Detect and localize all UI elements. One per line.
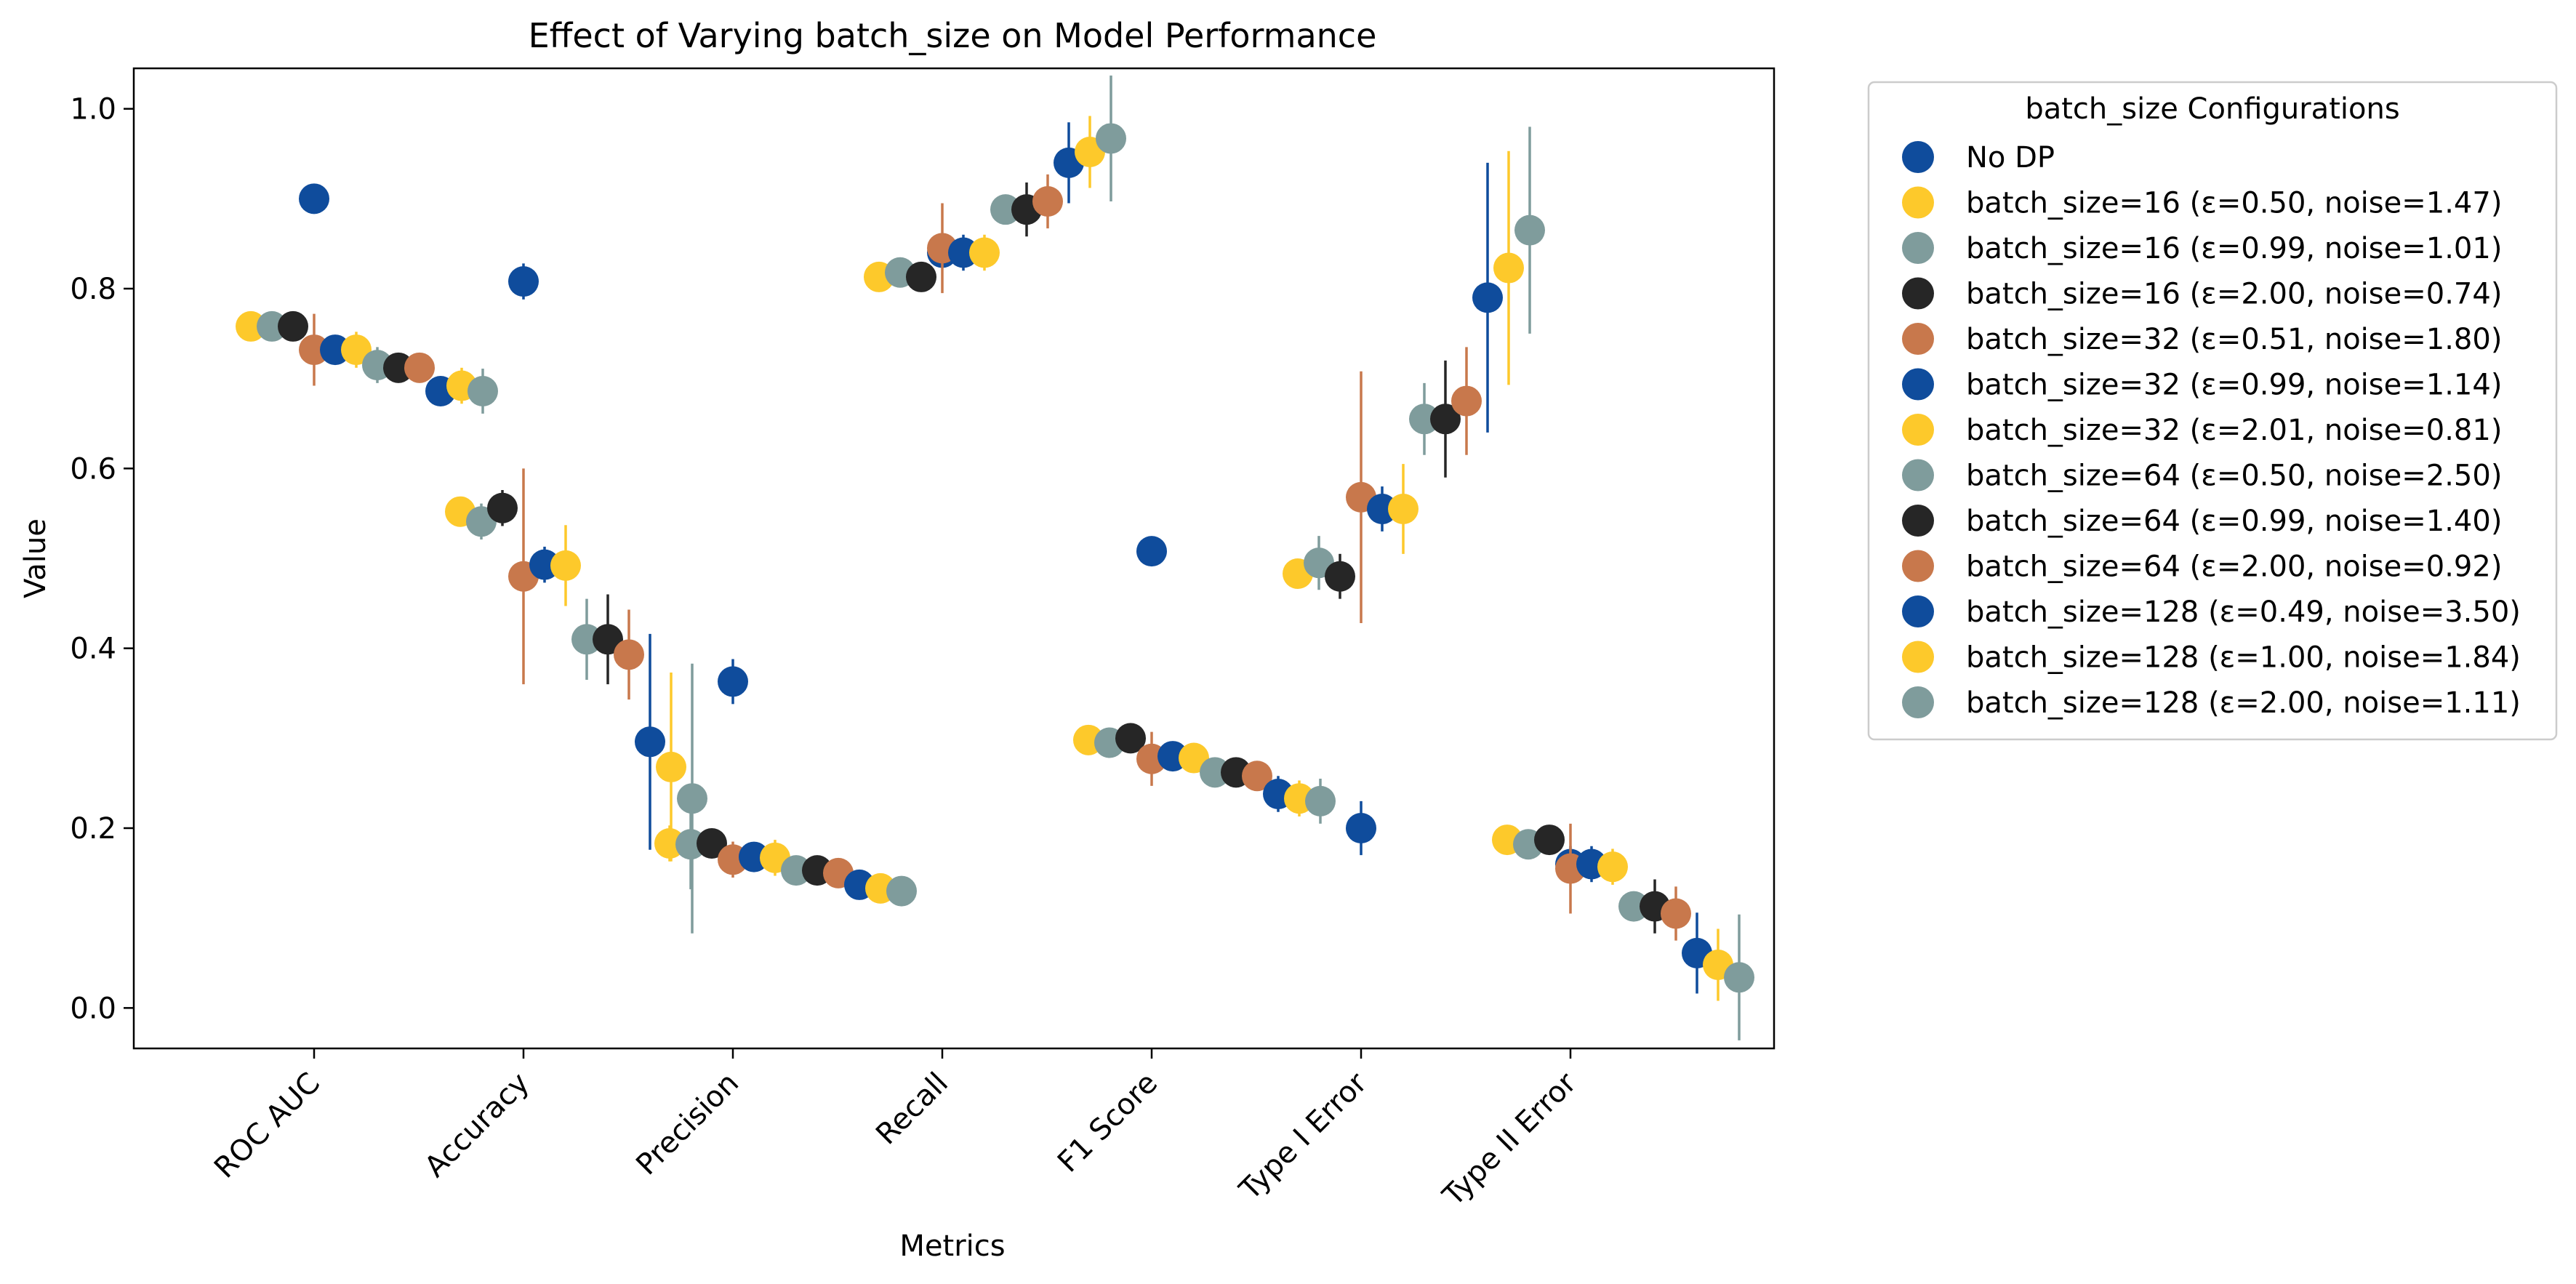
- y-tick-label: 1.0: [70, 93, 116, 127]
- data-point: [677, 783, 707, 814]
- legend-marker: [1902, 277, 1934, 310]
- data-point: [1534, 824, 1565, 856]
- data-point: [257, 310, 287, 342]
- chart-title: Effect of Varying batch_size on Model Pe…: [529, 16, 1377, 55]
- legend-entry-label: batch_size=64 (ε=2.00, noise=0.92): [1966, 550, 2502, 584]
- data-point: [969, 237, 1000, 268]
- legend-entry-label: batch_size=128 (ε=1.00, noise=1.84): [1966, 641, 2521, 675]
- data-point: [1514, 214, 1545, 246]
- data-point: [236, 310, 266, 342]
- legend-entry-label: batch_size=64 (ε=0.99, noise=1.40): [1966, 505, 2502, 538]
- legend-marker: [1902, 459, 1934, 491]
- data-point: [906, 261, 936, 292]
- x-axis-label: Metrics: [899, 1229, 1005, 1263]
- data-point: [1325, 561, 1355, 592]
- data-point: [1136, 536, 1167, 567]
- legend-marker: [1902, 641, 1934, 673]
- data-point: [1346, 813, 1376, 844]
- data-point: [1096, 123, 1126, 154]
- data-point: [487, 492, 518, 523]
- plot-area: [134, 68, 1774, 1048]
- legend-entry-label: batch_size=128 (ε=2.00, noise=1.11): [1966, 686, 2521, 720]
- data-point: [1242, 761, 1272, 792]
- data-point: [299, 334, 329, 366]
- data-point: [468, 375, 498, 406]
- data-point: [383, 352, 414, 383]
- data-point: [781, 855, 811, 886]
- data-point: [278, 310, 308, 342]
- legend-marker: [1902, 141, 1934, 173]
- data-point: [1618, 891, 1649, 922]
- data-point: [299, 183, 329, 214]
- legend-entry-label: batch_size=32 (ε=2.01, noise=0.81): [1966, 414, 2502, 447]
- legend-entry-label: batch_size=128 (ε=0.49, noise=3.50): [1966, 595, 2521, 629]
- legend-marker: [1902, 186, 1934, 219]
- legend-marker: [1902, 595, 1934, 627]
- legend-entry-label: No DP: [1966, 141, 2055, 174]
- data-point: [635, 726, 665, 758]
- data-point: [1430, 404, 1461, 435]
- legend-marker: [1902, 232, 1934, 264]
- legend-title: batch_size Configurations: [2025, 92, 2399, 126]
- plot-frame: [132, 67, 1775, 1050]
- legend-entry-label: batch_size=16 (ε=0.50, noise=1.47): [1966, 187, 2502, 220]
- data-point: [1724, 962, 1754, 993]
- legend-marker: [1902, 323, 1934, 355]
- data-point: [341, 334, 372, 366]
- data-point: [1661, 898, 1691, 929]
- legend-marker: [1902, 505, 1934, 537]
- data-point: [718, 666, 748, 697]
- data-point: [1472, 282, 1503, 313]
- data-point: [593, 624, 623, 655]
- data-point: [1032, 186, 1063, 217]
- data-point: [656, 751, 686, 782]
- legend-marker: [1902, 686, 1934, 718]
- legend-entry-label: batch_size=32 (ε=0.51, noise=1.80): [1966, 323, 2502, 356]
- data-point: [571, 624, 602, 655]
- y-tick-label: 0.0: [70, 992, 116, 1025]
- data-point: [320, 334, 350, 366]
- y-tick-label: 0.8: [70, 273, 116, 306]
- data-point: [614, 639, 644, 670]
- y-axis: 0.0 0.2 0.4 0.6 0.8 1.0: [70, 93, 134, 1025]
- data-markers: [236, 75, 1754, 1040]
- y-tick-label: 0.4: [70, 633, 116, 666]
- legend-frame: [1867, 81, 2558, 741]
- data-point: [886, 875, 917, 907]
- data-point: [1493, 252, 1524, 284]
- data-point: [1409, 404, 1440, 435]
- legend-marker: [1902, 550, 1934, 582]
- data-point: [1200, 757, 1230, 788]
- data-point: [1451, 385, 1482, 417]
- y-tick-label: 0.2: [70, 812, 116, 846]
- data-point: [404, 352, 435, 383]
- data-point: [1388, 493, 1419, 524]
- data-point: [550, 550, 581, 581]
- data-point: [1305, 785, 1336, 816]
- data-point: [1367, 493, 1397, 524]
- data-point: [990, 194, 1021, 225]
- legend-entry-label: batch_size=64 (ε=0.50, noise=2.50): [1966, 460, 2502, 493]
- y-axis-label: Value: [19, 518, 52, 598]
- data-point: [948, 237, 979, 268]
- data-point: [697, 828, 727, 859]
- legend-marker: [1902, 414, 1934, 446]
- data-point: [508, 266, 539, 297]
- data-point: [1597, 851, 1628, 883]
- data-point: [1115, 723, 1146, 754]
- legend-marker: [1902, 368, 1934, 401]
- y-tick-label: 0.6: [70, 452, 116, 486]
- legend-entry-label: batch_size=32 (ε=0.99, noise=1.14): [1966, 369, 2502, 402]
- legend-entry-label: batch_size=16 (ε=2.00, noise=0.74): [1966, 278, 2502, 311]
- legend-entry-label: batch_size=16 (ε=0.99, noise=1.01): [1966, 232, 2502, 265]
- legend: batch_size Configurations No DP batch_siz…: [1867, 81, 2558, 741]
